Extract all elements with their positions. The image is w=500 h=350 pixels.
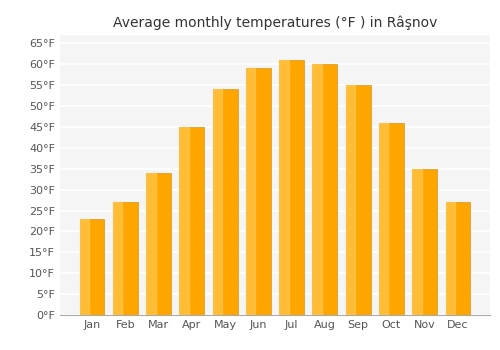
Bar — [146, 173, 171, 315]
Bar — [80, 219, 104, 315]
Bar — [212, 89, 238, 315]
Title: Average monthly temperatures (°F ) in Râşnov: Average monthly temperatures (°F ) in Râ… — [113, 15, 437, 30]
Bar — [412, 169, 437, 315]
Bar — [312, 64, 322, 315]
Bar — [146, 173, 156, 315]
Bar — [379, 123, 388, 315]
Bar — [279, 60, 304, 315]
Bar — [113, 202, 138, 315]
Bar — [113, 202, 122, 315]
Bar — [412, 169, 422, 315]
Bar — [212, 89, 222, 315]
Bar — [346, 85, 370, 315]
Bar — [180, 127, 189, 315]
Bar — [379, 123, 404, 315]
Bar — [246, 69, 256, 315]
Bar — [446, 202, 470, 315]
Bar — [279, 60, 288, 315]
Bar — [446, 202, 455, 315]
Bar — [180, 127, 204, 315]
Bar — [80, 219, 89, 315]
Bar — [346, 85, 355, 315]
Bar — [246, 69, 271, 315]
Bar — [312, 64, 338, 315]
